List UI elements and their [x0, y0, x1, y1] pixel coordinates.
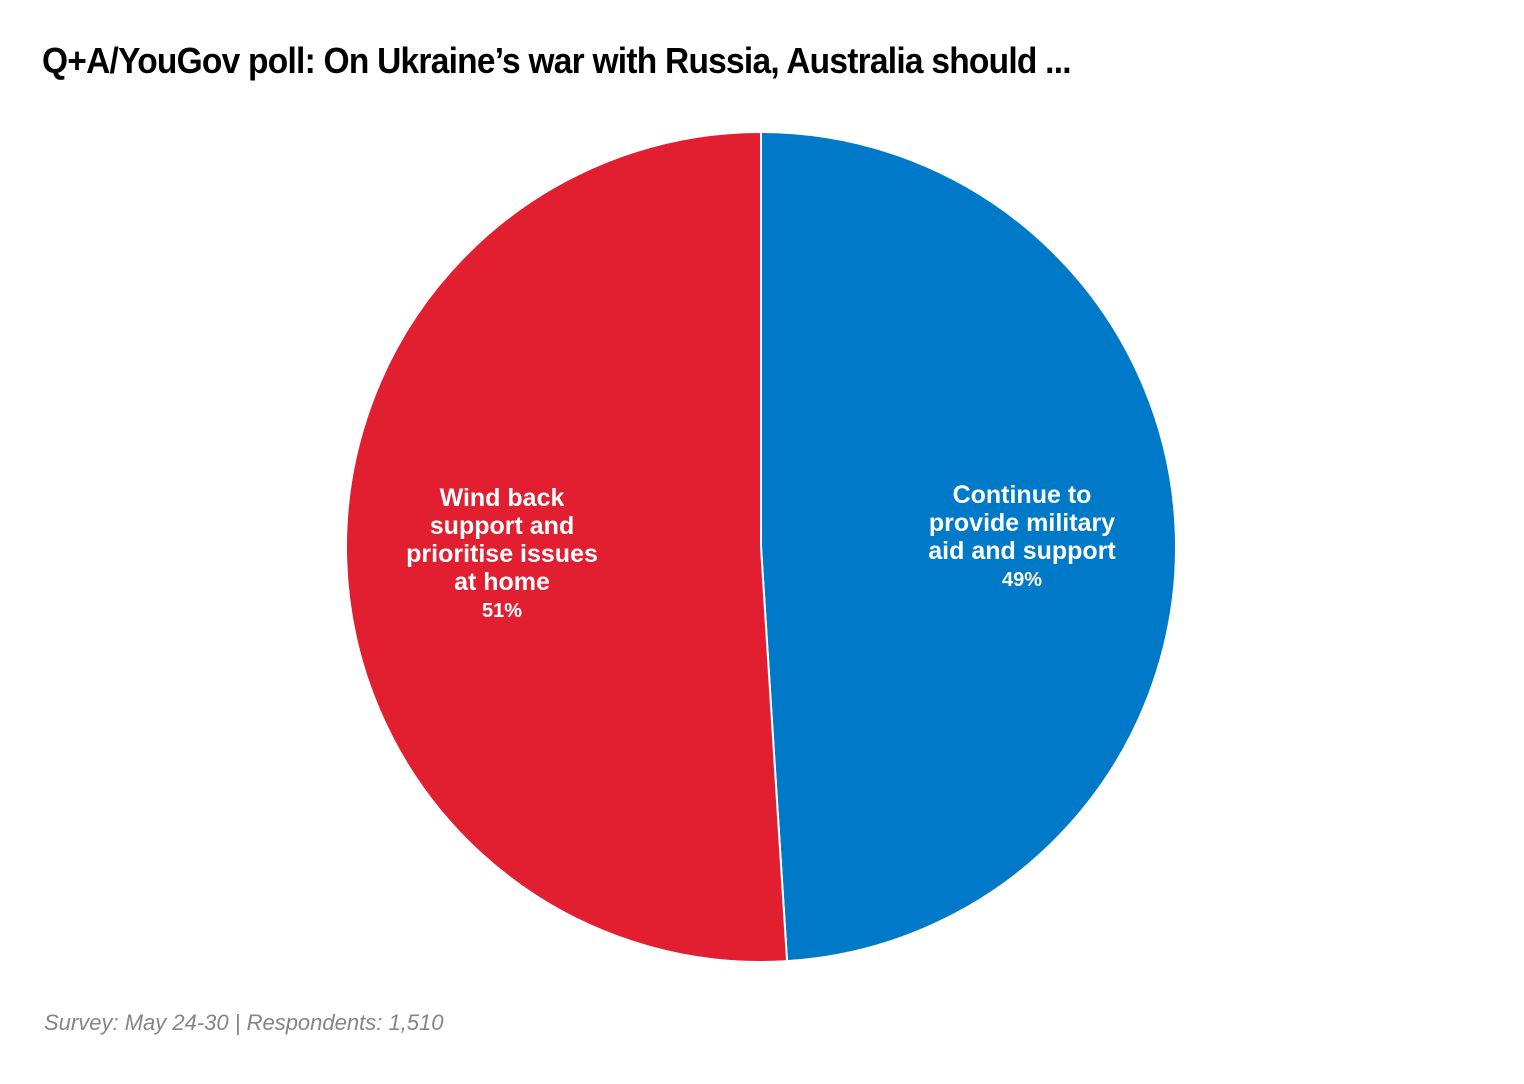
label-line: Wind back [439, 484, 565, 512]
label-line: aid and support [928, 537, 1116, 565]
chart-footnote: Survey: May 24-30 | Respondents: 1,510 [44, 1010, 444, 1035]
label-line: provide military [928, 509, 1116, 537]
slice-label-continue: Continue to provide military aid and sup… [928, 481, 1116, 595]
label-line: Continue to [952, 481, 1092, 509]
chart-title: Q+A/YouGov poll: On Ukraine’s war with R… [42, 40, 1072, 81]
label-line: support and [429, 512, 575, 540]
slice-percent: 49% [1001, 569, 1043, 591]
slice-percent: 51% [481, 600, 523, 622]
pie-slice-wind-back [345, 130, 789, 963]
pie-slice-continue-support [760, 130, 1177, 963]
label-line: at home [454, 568, 550, 596]
slice-label-wind-back: Wind back support and prioritise issues … [406, 484, 598, 626]
label-line: prioritise issues [406, 540, 598, 568]
